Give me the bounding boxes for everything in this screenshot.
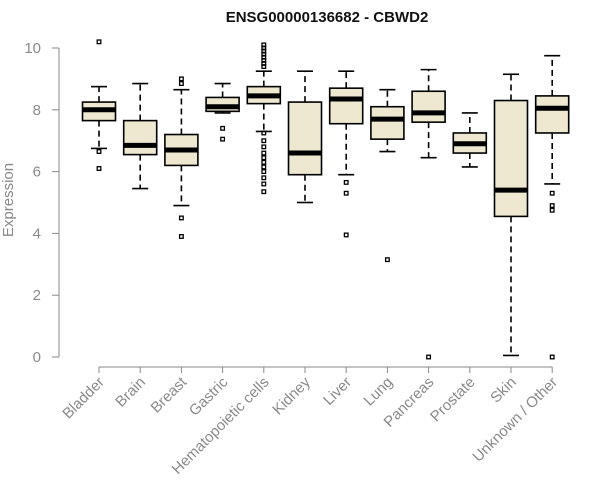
outlier-point: [220, 125, 226, 131]
outlier-point: [178, 215, 184, 221]
outlier-point: [261, 169, 267, 175]
y-tick-label: 4: [33, 225, 41, 242]
outlier-point: [261, 64, 267, 69]
box: [287, 101, 323, 176]
outlier-point: [426, 354, 432, 360]
y-tick-label: 8: [33, 102, 41, 119]
outlier-point: [96, 149, 102, 154]
y-tick-label: 10: [24, 40, 41, 57]
box: [411, 90, 446, 123]
outlier-point: [549, 354, 555, 360]
outlier-point: [261, 189, 267, 195]
y-tick-label: 6: [33, 164, 41, 181]
outlier-point: [178, 76, 184, 82]
x-tick-label: Brain: [112, 374, 149, 411]
outlier-point: [549, 190, 555, 196]
outlier-point: [220, 136, 226, 142]
outlier-point: [96, 166, 102, 171]
outlier-point: [261, 175, 267, 181]
chart-title: ENSG00000136682 - CBWD2: [226, 9, 429, 26]
outlier-point: [261, 181, 267, 187]
x-tick-label: Bladder: [59, 374, 108, 423]
box: [370, 105, 405, 140]
outlier-point: [261, 159, 267, 165]
box: [328, 87, 364, 125]
outlier-point: [178, 234, 184, 239]
outlier-point: [549, 203, 555, 209]
x-tick-label: Kidney: [269, 373, 314, 418]
x-tick-label: Breast: [148, 373, 191, 416]
y-axis-label: Expression: [0, 163, 17, 237]
y-tick-label: 2: [33, 287, 41, 304]
box: [534, 95, 570, 134]
x-tick-label: Liver: [320, 374, 355, 409]
box: [493, 99, 529, 218]
outlier-point: [384, 257, 390, 263]
outlier-point: [343, 190, 349, 196]
x-tick-label: Skin: [487, 374, 520, 407]
x-tick-label: Prostate: [427, 374, 479, 426]
x-tick-label: Lung: [361, 374, 397, 410]
outlier-point: [261, 150, 267, 156]
outlier-point: [261, 155, 267, 161]
outlier-point: [261, 164, 267, 170]
outlier-point: [96, 39, 102, 45]
outlier-point: [343, 232, 349, 238]
outlier-point: [261, 144, 267, 150]
box: [122, 119, 158, 156]
outlier-point: [261, 130, 267, 136]
outlier-point: [261, 138, 267, 144]
y-tick-label: 0: [33, 349, 41, 366]
outlier-point: [178, 81, 184, 86]
outlier-point: [549, 207, 555, 213]
outlier-point: [343, 179, 349, 185]
